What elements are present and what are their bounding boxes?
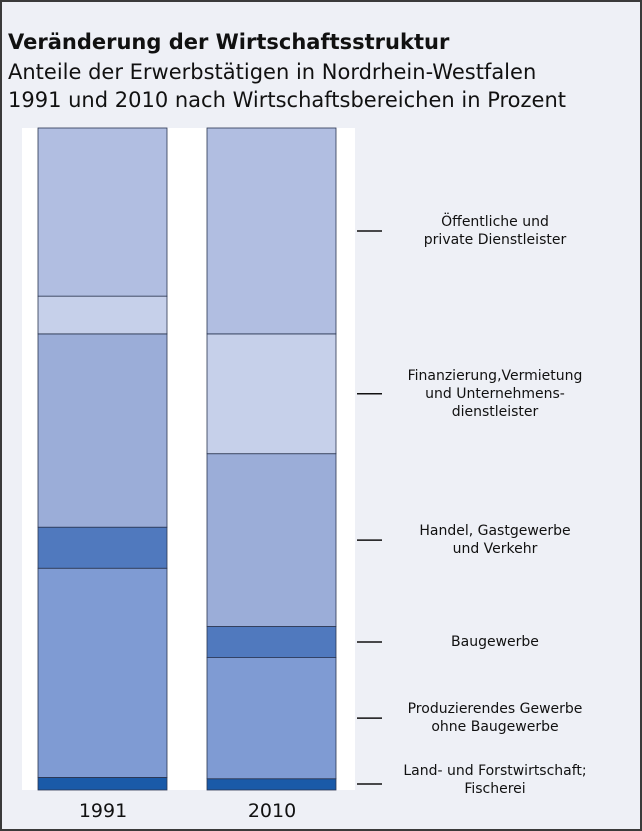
legend-label: Finanzierung,Vermietung und Unternehmens… xyxy=(407,367,583,420)
bar-segment xyxy=(37,567,168,778)
chart-subtitle: Anteile der Erwerbstätigen in Nordrhein-… xyxy=(8,60,566,112)
legend-label: Baugewerbe xyxy=(451,634,539,651)
bar-segment xyxy=(37,333,168,528)
legend-label: Land- und Forstwirtschaft; Fischerei xyxy=(403,763,587,797)
x-tick-label: 1991 xyxy=(78,800,128,822)
bar-segment xyxy=(206,127,337,335)
bar-segment xyxy=(37,127,168,297)
legend-label: Öffentliche und private Dienstleister xyxy=(423,213,567,248)
bar-segment xyxy=(206,333,337,455)
x-tick-label: 2010 xyxy=(247,800,297,822)
chart-title: Veränderung der Wirtschaftsstruktur xyxy=(8,30,450,54)
bar-segment xyxy=(206,778,337,791)
bar-segment xyxy=(37,526,168,569)
bar-segment xyxy=(37,295,168,335)
legend-label: Produzierendes Gewerbe ohne Baugewerbe xyxy=(407,701,583,736)
bar-segment xyxy=(37,777,168,791)
bar-segment xyxy=(206,453,337,627)
bar-segment xyxy=(206,657,337,780)
legend-label: Handel, Gastgewerbe und Verkehr xyxy=(419,523,571,558)
bar-segment xyxy=(206,626,337,659)
